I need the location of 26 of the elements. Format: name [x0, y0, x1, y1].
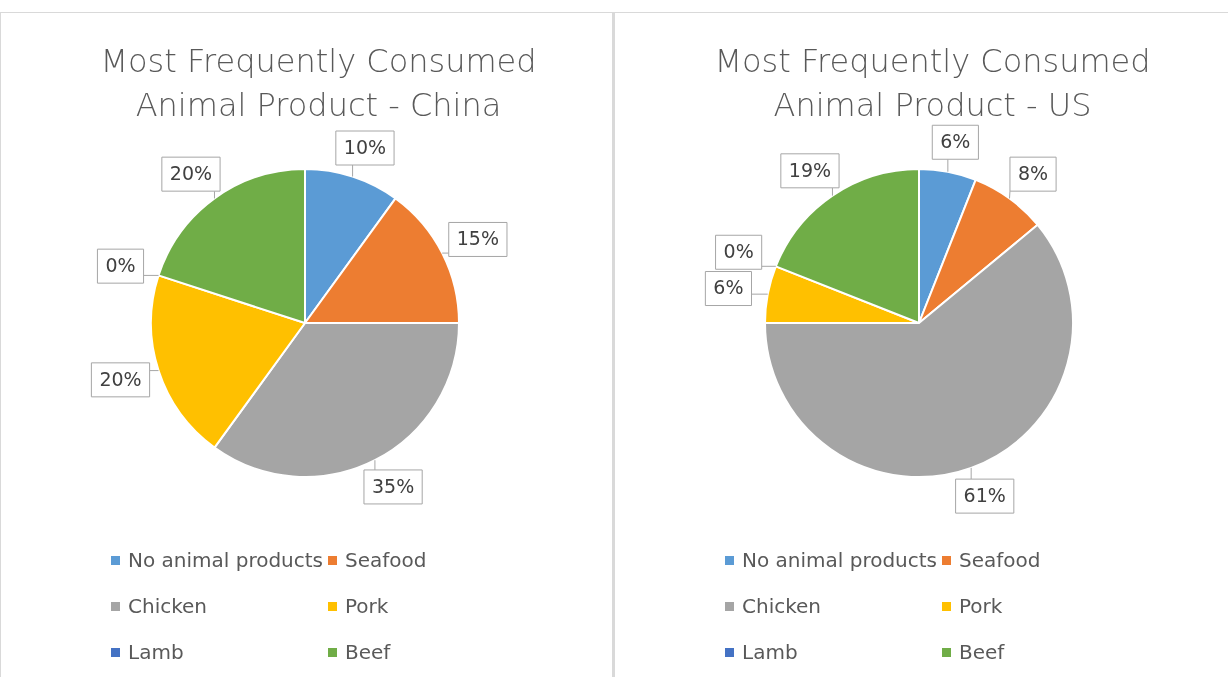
- legend-label: Seafood: [959, 548, 1041, 572]
- legend-label: Pork: [959, 594, 1003, 618]
- data-label: 10%: [343, 135, 387, 158]
- data-label: 8%: [1017, 162, 1049, 185]
- chart-title: Most Frequently Consumed Animal Product - China: [99, 41, 538, 126]
- legend-label: Chicken: [128, 594, 208, 618]
- legend-label: No animal products: [128, 548, 324, 572]
- text: 0%: [723, 240, 754, 263]
- data-label: 61%: [963, 484, 1006, 507]
- data-label: 35%: [371, 474, 415, 497]
- data-label: 6%: [713, 276, 744, 299]
- legend-label: Chicken: [742, 594, 822, 618]
- data-label: 15%: [456, 227, 499, 250]
- data-label: 20%: [99, 367, 142, 390]
- data-label: 19%: [788, 158, 832, 181]
- legend-label: No animal products: [742, 548, 938, 572]
- legend-label: Seafood: [345, 548, 427, 572]
- data-label: 20%: [169, 162, 213, 185]
- legend-label: Lamb: [128, 640, 184, 664]
- data-label: 6%: [940, 130, 971, 153]
- legend-label: Lamb: [742, 640, 798, 664]
- legend-label: Beef: [345, 640, 391, 664]
- legend-label: Beef: [959, 640, 1005, 664]
- legend-label: Pork: [345, 594, 389, 618]
- chart-title: Most Frequently Consumed Animal Product - US: [713, 41, 1152, 126]
- text: 0%: [105, 254, 136, 277]
